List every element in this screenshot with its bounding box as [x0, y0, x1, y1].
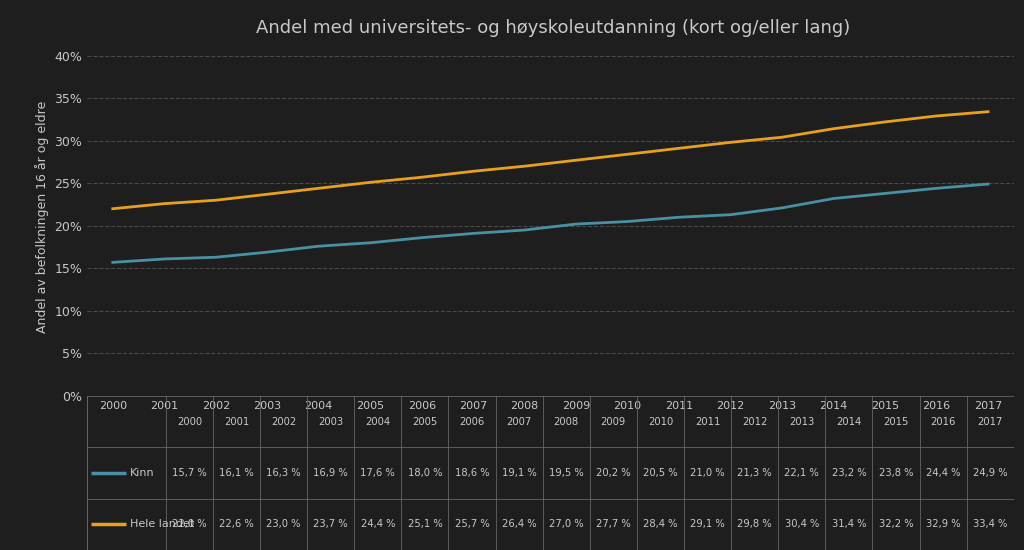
Text: 16,9 %: 16,9 % [313, 468, 348, 478]
Text: 22,6 %: 22,6 % [219, 519, 254, 529]
Text: 18,0 %: 18,0 % [408, 468, 442, 478]
Text: 2009: 2009 [601, 417, 626, 427]
Text: 24,9 %: 24,9 % [973, 468, 1008, 478]
Text: 25,1 %: 25,1 % [408, 519, 442, 529]
Text: 24,4 %: 24,4 % [926, 468, 961, 478]
Text: 2011: 2011 [695, 417, 720, 427]
Text: 2000: 2000 [177, 417, 202, 427]
Text: 16,1 %: 16,1 % [219, 468, 254, 478]
Text: 2002: 2002 [271, 417, 296, 427]
Text: 2004: 2004 [366, 417, 390, 427]
Text: 27,7 %: 27,7 % [596, 519, 631, 529]
Text: 23,2 %: 23,2 % [831, 468, 866, 478]
Text: 26,4 %: 26,4 % [502, 519, 537, 529]
Text: 23,8 %: 23,8 % [879, 468, 913, 478]
Text: 2007: 2007 [507, 417, 531, 427]
Text: 2005: 2005 [413, 417, 437, 427]
Text: 18,6 %: 18,6 % [455, 468, 489, 478]
Text: Hele landet: Hele landet [130, 519, 194, 529]
Text: 15,7 %: 15,7 % [172, 468, 207, 478]
Text: 27,0 %: 27,0 % [549, 519, 584, 529]
Text: 2003: 2003 [318, 417, 343, 427]
Text: 32,2 %: 32,2 % [879, 519, 913, 529]
Text: 20,2 %: 20,2 % [596, 468, 631, 478]
Text: 17,6 %: 17,6 % [360, 468, 395, 478]
Text: 2012: 2012 [742, 417, 767, 427]
Text: 24,4 %: 24,4 % [360, 519, 395, 529]
Y-axis label: Andel av befolkningen 16 år og eldre: Andel av befolkningen 16 år og eldre [35, 101, 49, 333]
Text: Andel med universitets- og høyskoleutdanning (kort og/eller lang): Andel med universitets- og høyskoleutdan… [256, 19, 850, 37]
Text: 19,1 %: 19,1 % [502, 468, 537, 478]
Text: 21,3 %: 21,3 % [737, 468, 772, 478]
Text: 30,4 %: 30,4 % [784, 519, 819, 529]
Text: 2006: 2006 [460, 417, 484, 427]
Text: 31,4 %: 31,4 % [831, 519, 866, 529]
Text: 23,0 %: 23,0 % [266, 519, 301, 529]
Text: 28,4 %: 28,4 % [643, 519, 678, 529]
Text: 16,3 %: 16,3 % [266, 468, 301, 478]
Text: 22,0 %: 22,0 % [172, 519, 207, 529]
Text: 29,1 %: 29,1 % [690, 519, 725, 529]
Text: 32,9 %: 32,9 % [926, 519, 961, 529]
Text: 33,4 %: 33,4 % [973, 519, 1008, 529]
Text: 23,7 %: 23,7 % [313, 519, 348, 529]
Text: Kinn: Kinn [130, 468, 155, 478]
Text: 21,0 %: 21,0 % [690, 468, 725, 478]
Text: 29,8 %: 29,8 % [737, 519, 772, 529]
Text: 2015: 2015 [884, 417, 908, 427]
Text: 20,5 %: 20,5 % [643, 468, 678, 478]
Text: 2017: 2017 [978, 417, 1002, 427]
Text: 2008: 2008 [554, 417, 579, 427]
Text: 2010: 2010 [648, 417, 673, 427]
Text: 2014: 2014 [837, 417, 861, 427]
Text: 22,1 %: 22,1 % [784, 468, 819, 478]
Text: 2016: 2016 [931, 417, 955, 427]
Text: 2001: 2001 [224, 417, 249, 427]
Text: 2013: 2013 [790, 417, 814, 427]
Text: 25,7 %: 25,7 % [455, 519, 489, 529]
Text: 19,5 %: 19,5 % [549, 468, 584, 478]
